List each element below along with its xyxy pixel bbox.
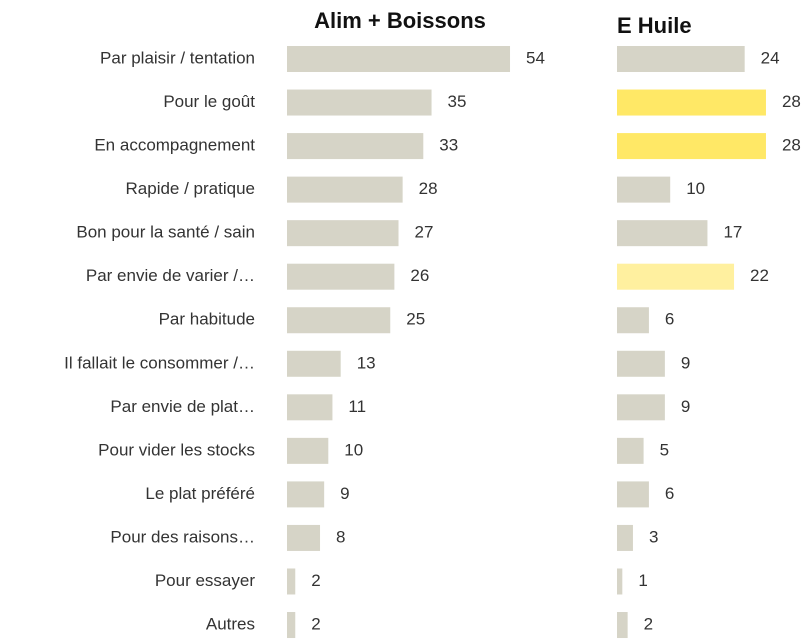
bar bbox=[287, 263, 395, 290]
panel-title: E Huile bbox=[617, 13, 692, 38]
value-label: 9 bbox=[340, 484, 349, 503]
value-label: 3 bbox=[649, 527, 658, 546]
value-label: 28 bbox=[782, 136, 801, 155]
bar bbox=[287, 220, 399, 247]
bar bbox=[617, 307, 649, 334]
value-label: 9 bbox=[681, 353, 690, 372]
bar bbox=[617, 350, 665, 377]
category-label: Bon pour la santé / sain bbox=[76, 223, 255, 242]
bar bbox=[617, 220, 708, 247]
bar bbox=[287, 612, 296, 639]
bar bbox=[617, 437, 644, 464]
bar bbox=[287, 524, 321, 551]
bar bbox=[287, 568, 296, 595]
value-label: 6 bbox=[665, 484, 674, 503]
category-label: Par plaisir / tentation bbox=[100, 48, 255, 67]
category-label: Pour le goût bbox=[163, 92, 255, 111]
value-label: 8 bbox=[336, 527, 345, 546]
bar bbox=[287, 89, 432, 116]
bar bbox=[287, 307, 391, 334]
bar bbox=[287, 46, 511, 72]
value-label: 2 bbox=[311, 571, 320, 590]
bar bbox=[617, 263, 735, 290]
bar bbox=[287, 133, 424, 160]
bar bbox=[617, 524, 633, 551]
category-label: Par envie de plat… bbox=[110, 397, 255, 416]
bar bbox=[617, 394, 665, 421]
value-label: 26 bbox=[410, 266, 429, 285]
value-label: 33 bbox=[439, 136, 458, 155]
category-label: Pour vider les stocks bbox=[98, 440, 255, 459]
value-label: 25 bbox=[406, 310, 425, 329]
value-label: 28 bbox=[782, 92, 801, 111]
category-label: Par habitude bbox=[159, 310, 255, 329]
category-label: En accompagnement bbox=[94, 136, 255, 155]
category-label: Par envie de varier /… bbox=[86, 266, 255, 285]
bar bbox=[287, 176, 403, 203]
category-label: Pour des raisons… bbox=[110, 527, 255, 546]
category-label: Il fallait le consommer /… bbox=[64, 353, 255, 372]
value-label: 28 bbox=[419, 179, 438, 198]
value-label: 10 bbox=[344, 440, 363, 459]
bar bbox=[617, 89, 766, 116]
value-label: 22 bbox=[750, 266, 769, 285]
bar bbox=[617, 612, 628, 639]
value-label: 10 bbox=[686, 179, 705, 198]
bar bbox=[287, 350, 341, 377]
bar bbox=[617, 133, 766, 160]
bar bbox=[617, 568, 623, 595]
value-label: 2 bbox=[311, 615, 320, 634]
value-label: 2 bbox=[644, 615, 653, 634]
value-label: 1 bbox=[638, 571, 647, 590]
bar bbox=[617, 46, 745, 72]
bar bbox=[287, 394, 333, 421]
value-label: 11 bbox=[348, 397, 366, 416]
category-label: Pour essayer bbox=[155, 571, 255, 590]
value-label: 24 bbox=[761, 48, 780, 67]
category-label: Rapide / pratique bbox=[126, 179, 255, 198]
value-label: 35 bbox=[448, 92, 467, 111]
bar bbox=[617, 481, 649, 508]
value-label: 27 bbox=[415, 223, 434, 242]
value-label: 54 bbox=[526, 48, 545, 67]
bar bbox=[617, 176, 671, 203]
value-label: 17 bbox=[723, 223, 742, 242]
panel-title: Alim + Boissons bbox=[314, 8, 486, 33]
value-label: 9 bbox=[681, 397, 690, 416]
value-label: 6 bbox=[665, 310, 674, 329]
bar bbox=[287, 437, 329, 464]
category-label: Le plat préféré bbox=[145, 484, 255, 503]
bar bbox=[287, 481, 325, 508]
value-label: 13 bbox=[357, 353, 376, 372]
category-label: Autres bbox=[206, 615, 255, 634]
value-label: 5 bbox=[660, 440, 669, 459]
